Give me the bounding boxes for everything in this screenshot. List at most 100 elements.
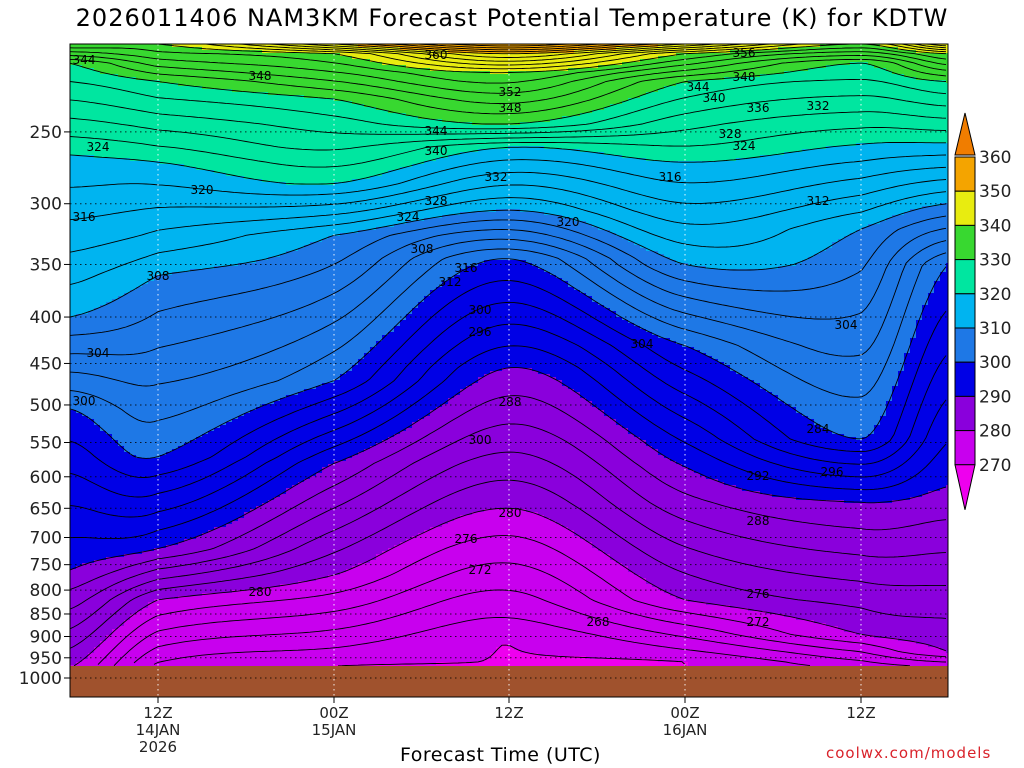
theta-cell xyxy=(118,167,125,171)
theta-cell xyxy=(94,524,101,528)
theta-cell xyxy=(82,584,89,588)
theta-cell xyxy=(136,449,143,453)
theta-cell xyxy=(82,614,89,618)
theta-cell xyxy=(118,557,125,561)
theta-cell xyxy=(88,611,95,615)
theta-cell xyxy=(88,497,95,501)
theta-cell xyxy=(70,131,77,135)
theta-cell xyxy=(142,356,149,360)
theta-cell xyxy=(130,626,137,630)
theta-cell xyxy=(88,227,95,231)
theta-cell xyxy=(154,341,161,345)
theta-cell xyxy=(88,197,95,201)
theta-cell xyxy=(106,536,113,540)
theta-cell xyxy=(106,431,113,435)
theta-cell xyxy=(124,323,131,327)
theta-cell xyxy=(76,287,83,291)
theta-cell xyxy=(106,116,113,120)
theta-cell xyxy=(136,215,143,219)
theta-cell xyxy=(106,464,113,468)
theta-cell xyxy=(118,137,125,141)
theta-cell xyxy=(82,344,89,348)
theta-cell xyxy=(106,218,113,222)
theta-cell xyxy=(70,629,77,633)
theta-cell xyxy=(94,191,101,195)
theta-cell xyxy=(148,596,155,600)
theta-cell xyxy=(94,578,101,582)
theta-cell xyxy=(118,272,125,276)
theta-cell xyxy=(142,380,149,384)
theta-cell xyxy=(70,491,77,495)
theta-cell xyxy=(142,608,149,612)
theta-cell xyxy=(94,179,101,183)
theta-cell xyxy=(100,521,107,525)
theta-cell xyxy=(124,86,131,90)
theta-cell xyxy=(82,221,89,225)
theta-cell xyxy=(130,275,137,279)
theta-cell xyxy=(130,317,137,321)
theta-cell xyxy=(70,395,77,399)
theta-cell xyxy=(70,101,77,105)
theta-cell xyxy=(124,254,131,258)
theta-cell xyxy=(130,113,137,117)
theta-cell xyxy=(154,401,161,405)
theta-cell xyxy=(88,638,95,642)
theta-cell xyxy=(154,122,161,126)
theta-cell xyxy=(130,311,137,315)
theta-cell xyxy=(136,608,143,612)
theta-cell xyxy=(124,401,131,405)
theta-cell xyxy=(76,632,83,636)
chart-title: 2026011406 NAM3KM Forecast Potential Tem… xyxy=(0,4,1024,32)
theta-cell xyxy=(130,191,137,195)
theta-cell xyxy=(130,278,137,282)
theta-cell xyxy=(118,626,125,630)
theta-cell xyxy=(82,224,89,228)
theta-cell xyxy=(142,92,149,96)
theta-cell xyxy=(148,518,155,522)
theta-cell xyxy=(88,470,95,474)
theta-cell xyxy=(136,482,143,486)
theta-cell xyxy=(94,266,101,270)
theta-cell xyxy=(76,263,83,267)
theta-cell xyxy=(70,53,77,57)
theta-cell xyxy=(88,239,95,243)
theta-cell xyxy=(88,200,95,204)
theta-cell xyxy=(94,227,101,231)
theta-cell xyxy=(70,164,77,168)
theta-cell xyxy=(124,362,131,366)
theta-cell xyxy=(136,572,143,576)
theta-cell xyxy=(142,59,149,63)
theta-cell xyxy=(82,620,89,624)
theta-cell xyxy=(124,629,131,633)
theta-cell xyxy=(130,347,137,351)
theta-cell xyxy=(124,557,131,561)
theta-cell xyxy=(82,428,89,432)
theta-cell xyxy=(76,296,83,300)
theta-cell xyxy=(118,278,125,282)
theta-cell xyxy=(88,317,95,321)
theta-cell xyxy=(148,113,155,117)
theta-cell xyxy=(70,386,77,390)
theta-cell xyxy=(118,227,125,231)
theta-cell xyxy=(142,98,149,102)
theta-cell xyxy=(106,419,113,423)
theta-cell xyxy=(130,401,137,405)
theta-cell xyxy=(70,644,77,648)
theta-cell xyxy=(88,458,95,462)
theta-cell xyxy=(88,530,95,534)
theta-cell xyxy=(82,314,89,318)
theta-cell xyxy=(142,191,149,195)
theta-cell xyxy=(154,347,161,351)
theta-cell xyxy=(70,281,77,285)
theta-cell xyxy=(124,464,131,468)
theta-cell xyxy=(70,149,77,153)
theta-cell xyxy=(88,77,95,81)
theta-cell xyxy=(130,638,137,642)
theta-cell xyxy=(142,242,149,246)
theta-cell xyxy=(142,524,149,528)
theta-cell xyxy=(112,299,119,303)
theta-cell xyxy=(118,458,125,462)
theta-cell xyxy=(106,317,113,321)
theta-cell xyxy=(106,500,113,504)
theta-cell xyxy=(148,524,155,528)
